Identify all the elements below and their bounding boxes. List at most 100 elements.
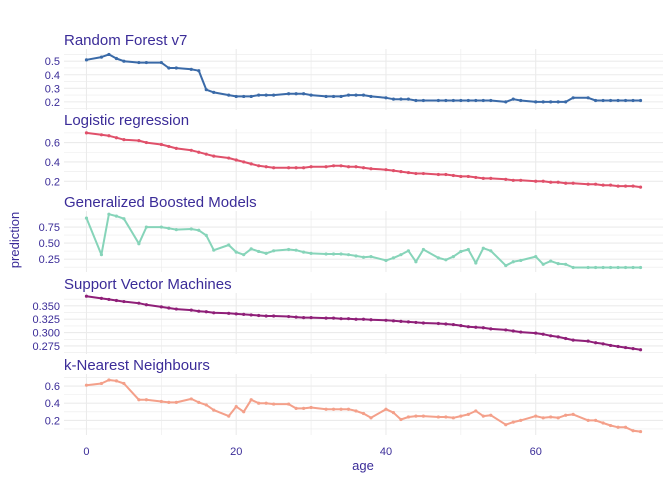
data-point bbox=[84, 131, 89, 135]
data-point bbox=[406, 97, 411, 101]
data-point bbox=[227, 156, 231, 160]
data-point bbox=[534, 414, 538, 418]
data-point bbox=[137, 60, 141, 65]
y-tick-label: 0.6 bbox=[45, 381, 60, 393]
data-point bbox=[114, 214, 119, 218]
data-point bbox=[114, 298, 119, 303]
data-point bbox=[107, 378, 111, 382]
data-point bbox=[564, 181, 568, 185]
data-point bbox=[331, 164, 336, 168]
data-point bbox=[84, 58, 89, 62]
series-line bbox=[86, 379, 641, 433]
data-point bbox=[534, 331, 538, 335]
data-point bbox=[234, 312, 238, 316]
data-point bbox=[189, 148, 193, 152]
data-point bbox=[167, 66, 171, 70]
data-point bbox=[541, 416, 545, 420]
data-point bbox=[272, 249, 276, 253]
data-point bbox=[264, 401, 268, 405]
data-point bbox=[212, 90, 216, 94]
data-point bbox=[556, 416, 560, 420]
y-tick-label: 0.2 bbox=[45, 415, 60, 427]
data-point bbox=[204, 233, 208, 237]
data-point bbox=[451, 254, 455, 259]
data-point bbox=[204, 88, 208, 92]
data-point bbox=[122, 381, 126, 386]
data-point bbox=[608, 265, 613, 270]
data-point bbox=[556, 180, 560, 184]
data-point bbox=[234, 405, 238, 409]
data-point bbox=[174, 307, 178, 311]
data-point bbox=[444, 415, 448, 419]
data-point bbox=[84, 294, 89, 298]
x-tick-label: 20 bbox=[230, 446, 242, 458]
data-point bbox=[346, 317, 351, 321]
data-point bbox=[504, 177, 508, 181]
data-point bbox=[459, 414, 463, 418]
data-point bbox=[354, 254, 358, 258]
data-point bbox=[421, 414, 425, 418]
data-point bbox=[137, 242, 141, 246]
data-point bbox=[414, 260, 418, 264]
data-point bbox=[601, 421, 605, 425]
x-axis-title: age bbox=[352, 458, 374, 473]
data-point bbox=[586, 182, 590, 186]
data-point bbox=[519, 330, 523, 334]
data-point bbox=[549, 259, 553, 263]
data-point bbox=[361, 255, 366, 259]
data-point bbox=[107, 52, 111, 57]
data-point bbox=[564, 336, 568, 341]
data-point bbox=[287, 166, 291, 170]
data-point bbox=[339, 94, 343, 99]
data-point bbox=[257, 249, 261, 254]
data-point bbox=[436, 172, 440, 177]
y-tick-label: 0.3 bbox=[45, 83, 60, 95]
data-point bbox=[399, 253, 403, 257]
data-point bbox=[444, 322, 448, 326]
data-point bbox=[414, 320, 418, 325]
data-point bbox=[346, 93, 351, 97]
data-point bbox=[114, 379, 119, 383]
data-point bbox=[631, 265, 635, 270]
data-point bbox=[137, 139, 141, 143]
data-point bbox=[257, 93, 261, 97]
data-point bbox=[272, 314, 276, 318]
data-point bbox=[571, 338, 575, 342]
data-point bbox=[481, 326, 485, 330]
data-point bbox=[287, 92, 291, 96]
data-point bbox=[84, 383, 89, 387]
data-point bbox=[99, 296, 104, 300]
data-point bbox=[481, 246, 485, 250]
data-point bbox=[623, 265, 628, 270]
data-point bbox=[272, 166, 276, 170]
data-point bbox=[272, 402, 276, 406]
data-point bbox=[474, 409, 478, 413]
y-axis-title: prediction bbox=[7, 212, 22, 268]
data-point bbox=[601, 342, 605, 346]
data-point bbox=[204, 310, 208, 314]
data-point bbox=[631, 98, 635, 103]
data-point bbox=[406, 170, 411, 175]
data-point bbox=[594, 418, 598, 422]
data-point bbox=[623, 425, 628, 429]
data-point bbox=[444, 98, 448, 103]
data-point bbox=[227, 93, 231, 97]
data-point bbox=[361, 317, 366, 321]
data-point bbox=[302, 406, 306, 410]
data-point bbox=[541, 332, 545, 336]
data-point bbox=[257, 164, 261, 168]
data-point bbox=[466, 174, 470, 179]
data-point bbox=[354, 317, 358, 321]
data-point bbox=[631, 429, 635, 433]
data-point bbox=[391, 169, 396, 173]
data-point bbox=[601, 183, 605, 187]
data-point bbox=[204, 403, 208, 407]
data-point bbox=[361, 93, 366, 97]
data-point bbox=[631, 184, 635, 188]
data-point bbox=[369, 254, 373, 259]
data-point bbox=[212, 408, 216, 412]
data-point bbox=[594, 182, 598, 186]
data-point bbox=[421, 98, 425, 103]
data-point bbox=[339, 252, 343, 256]
